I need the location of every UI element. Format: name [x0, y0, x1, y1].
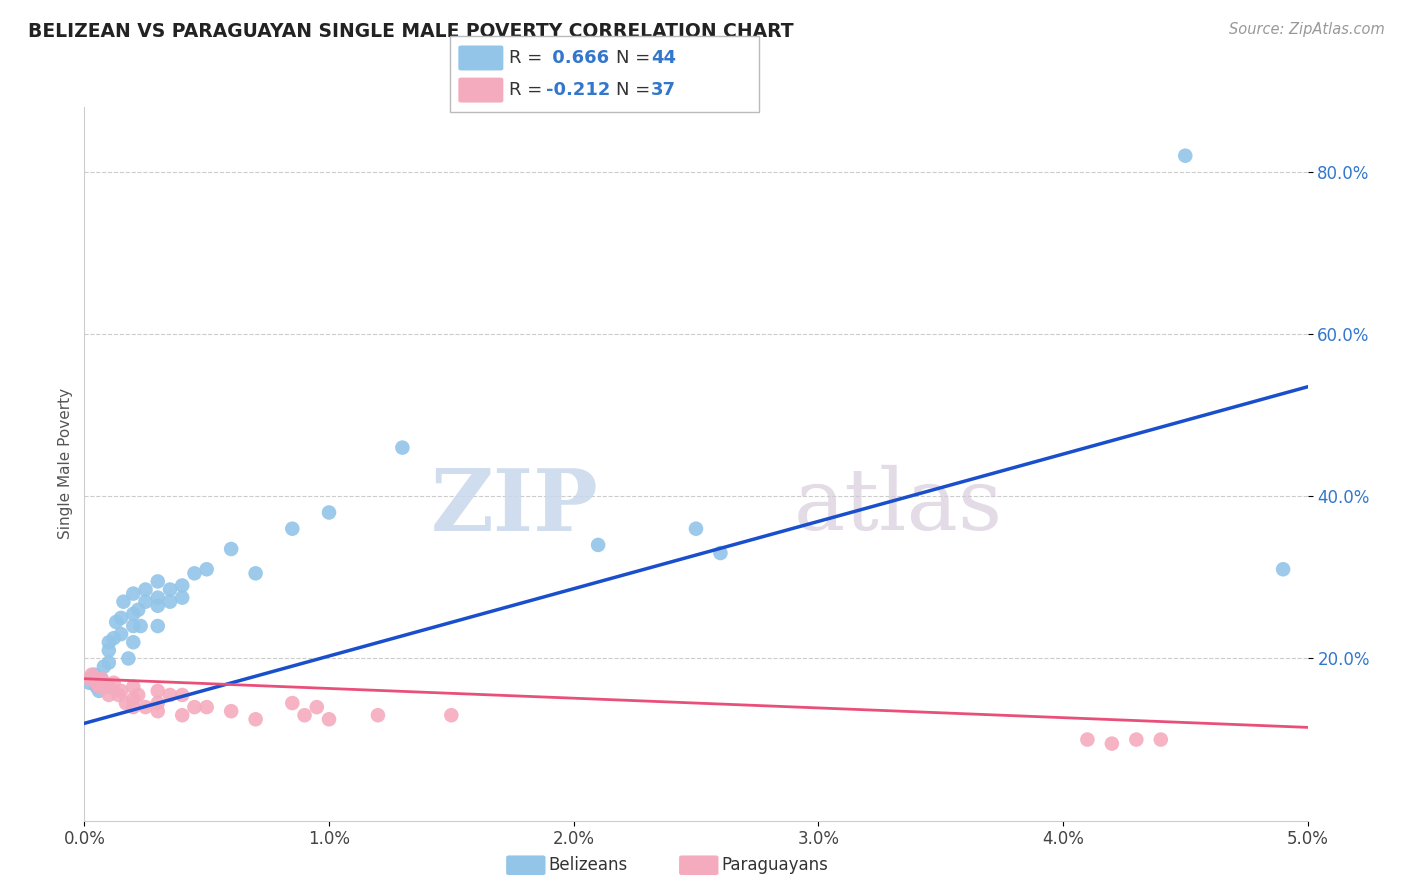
Point	[110, 611, 132, 625]
Point	[294, 708, 316, 723]
Point	[122, 607, 145, 621]
Point	[172, 688, 194, 702]
Point	[97, 656, 120, 670]
Point	[107, 688, 129, 702]
Point	[105, 615, 128, 629]
Y-axis label: Single Male Poverty: Single Male Poverty	[58, 388, 73, 540]
Point	[90, 672, 112, 686]
Point	[391, 441, 413, 455]
Point	[77, 672, 100, 686]
Point	[97, 688, 120, 702]
Point	[103, 631, 125, 645]
Point	[87, 680, 110, 694]
Point	[183, 566, 205, 581]
Point	[122, 586, 145, 600]
Point	[103, 675, 125, 690]
Point	[183, 700, 205, 714]
Point	[122, 680, 145, 694]
Point	[586, 538, 609, 552]
Point	[90, 672, 112, 686]
Point	[80, 667, 103, 681]
Point	[93, 680, 115, 694]
Point	[117, 651, 139, 665]
Point	[159, 582, 181, 597]
Point	[122, 692, 145, 706]
Point	[172, 708, 194, 723]
Point	[172, 591, 194, 605]
Point	[219, 704, 242, 718]
Point	[146, 599, 169, 613]
Point	[127, 603, 149, 617]
Point	[685, 522, 707, 536]
Point	[245, 566, 267, 581]
Point	[440, 708, 463, 723]
Text: Paraguayans: Paraguayans	[721, 856, 828, 874]
Point	[110, 684, 132, 698]
Point	[159, 595, 181, 609]
Text: BELIZEAN VS PARAGUAYAN SINGLE MALE POVERTY CORRELATION CHART: BELIZEAN VS PARAGUAYAN SINGLE MALE POVER…	[28, 22, 794, 41]
Text: N =: N =	[616, 81, 655, 99]
Point	[122, 619, 145, 633]
Point	[1101, 737, 1123, 751]
Point	[367, 708, 389, 723]
Point	[83, 667, 105, 681]
Point	[86, 675, 108, 690]
Text: Source: ZipAtlas.com: Source: ZipAtlas.com	[1229, 22, 1385, 37]
Text: Belizeans: Belizeans	[548, 856, 627, 874]
Point	[97, 635, 120, 649]
Point	[110, 627, 132, 641]
Point	[195, 562, 218, 576]
Point	[115, 696, 138, 710]
Point	[135, 582, 157, 597]
Point	[146, 696, 169, 710]
Point	[146, 574, 169, 589]
Point	[159, 688, 181, 702]
Point	[172, 578, 194, 592]
Text: N =: N =	[616, 49, 655, 67]
Point	[135, 595, 157, 609]
Point	[1125, 732, 1147, 747]
Point	[195, 700, 218, 714]
Point	[122, 700, 145, 714]
Point	[245, 712, 267, 726]
Text: R =: R =	[509, 49, 548, 67]
Point	[318, 712, 340, 726]
Point	[219, 541, 242, 556]
Point	[127, 688, 149, 702]
Point	[146, 704, 169, 718]
Point	[77, 675, 100, 690]
Text: 37: 37	[651, 81, 676, 99]
Point	[318, 506, 340, 520]
Point	[1174, 149, 1197, 163]
Point	[146, 684, 169, 698]
Point	[709, 546, 731, 560]
Point	[281, 522, 304, 536]
Text: ZIP: ZIP	[430, 465, 598, 549]
Point	[1150, 732, 1173, 747]
Text: 44: 44	[651, 49, 676, 67]
Point	[93, 659, 115, 673]
Point	[97, 643, 120, 657]
Point	[146, 619, 169, 633]
Point	[135, 700, 157, 714]
Point	[87, 684, 110, 698]
Text: R =: R =	[509, 81, 548, 99]
Point	[80, 672, 103, 686]
Point	[97, 680, 120, 694]
Point	[146, 591, 169, 605]
Text: 0.666: 0.666	[546, 49, 609, 67]
Point	[1076, 732, 1098, 747]
Point	[86, 680, 108, 694]
Text: atlas: atlas	[794, 465, 1002, 549]
Point	[281, 696, 304, 710]
Point	[1272, 562, 1295, 576]
Point	[122, 635, 145, 649]
Point	[305, 700, 328, 714]
Text: -0.212: -0.212	[546, 81, 610, 99]
Point	[129, 619, 152, 633]
Point	[112, 595, 135, 609]
